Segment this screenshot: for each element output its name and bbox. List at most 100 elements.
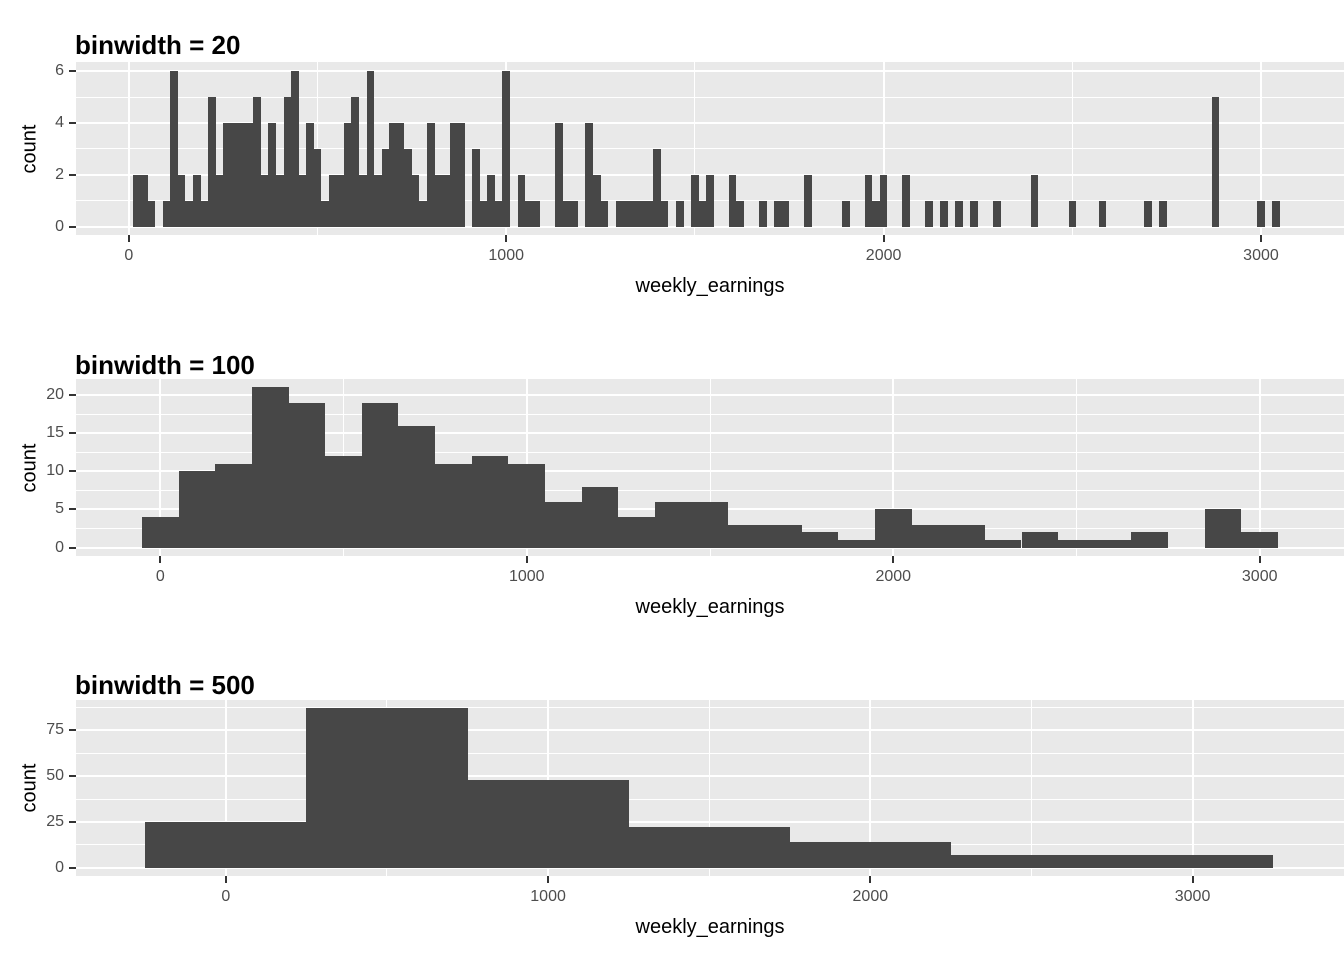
- histogram-bar: [1030, 174, 1039, 227]
- x-axis-tick-label: 1000: [508, 568, 545, 585]
- histogram-bar: [593, 174, 601, 227]
- histogram-bar: [251, 387, 289, 548]
- y-axis-tick-label: 20: [46, 386, 64, 404]
- histogram-bar: [955, 200, 963, 227]
- histogram-bar: [192, 174, 201, 227]
- y-axis-tick-label: 10: [46, 462, 64, 480]
- y-axis-tick: [69, 729, 76, 732]
- histogram-bar: [200, 200, 209, 227]
- y-axis-tick: [69, 820, 76, 823]
- histogram-bar: [562, 200, 571, 227]
- x-axis-tick-label: 0: [124, 247, 134, 264]
- histogram-bar: [366, 71, 375, 227]
- histogram-bar: [479, 200, 488, 227]
- x-axis-tick: [505, 235, 508, 242]
- y-minor-gridline: [76, 413, 1344, 415]
- histogram-bar: [842, 200, 850, 227]
- histogram-bar: [618, 517, 656, 548]
- histogram-bar: [177, 174, 186, 227]
- y-axis-tick-label: 50: [46, 767, 64, 785]
- histogram-bar: [950, 854, 1112, 868]
- x-major-gridline: [159, 379, 162, 556]
- histogram-bar: [645, 200, 654, 227]
- histogram-bar: [691, 174, 699, 227]
- x-axis-tick-label: 1000: [530, 888, 566, 905]
- histogram-bar: [426, 122, 435, 227]
- histogram-bar: [872, 200, 880, 227]
- histogram-bar: [1257, 200, 1265, 227]
- histogram-bar: [223, 122, 231, 227]
- x-axis-tick-label: 3000: [1174, 888, 1211, 905]
- histogram-bar: [570, 200, 578, 227]
- histogram-bar: [306, 708, 468, 868]
- histogram-bar: [555, 122, 563, 227]
- x-axis-tick-label: 3000: [1241, 568, 1278, 585]
- histogram-bar: [517, 174, 526, 227]
- histogram-bar: [801, 532, 839, 548]
- histogram-bar: [615, 200, 624, 227]
- histogram-bar: [940, 200, 948, 227]
- y-axis-tick: [69, 121, 76, 124]
- chart-title: binwidth = 20: [75, 29, 241, 60]
- x-minor-gridline: [1075, 379, 1077, 556]
- histogram-bar: [276, 174, 284, 227]
- y-axis-tick-label: 0: [55, 538, 64, 556]
- histogram-bar: [623, 200, 631, 227]
- y-minor-gridline: [76, 489, 1344, 491]
- histogram-bar: [628, 827, 790, 868]
- histogram-bar: [245, 122, 254, 227]
- histogram-bar: [288, 402, 326, 548]
- histogram-bar: [162, 200, 171, 227]
- x-axis-tick: [1259, 235, 1262, 242]
- y-axis-tick: [69, 546, 76, 549]
- x-axis-tick: [1258, 556, 1261, 563]
- histogram-bar: [396, 122, 405, 227]
- y-major-gridline: [76, 70, 1344, 73]
- histogram-bar: [984, 539, 1022, 548]
- histogram-bar: [660, 200, 669, 227]
- histogram-bar: [411, 174, 420, 227]
- x-axis-tick: [127, 235, 130, 242]
- x-axis-title: weekly_earnings: [635, 916, 785, 938]
- histogram-bar: [215, 463, 252, 548]
- histogram-bar: [306, 122, 314, 227]
- x-axis-tick: [869, 876, 872, 883]
- y-axis-tick-label: 75: [46, 721, 64, 739]
- x-major-gridline: [127, 62, 130, 235]
- chart-title: binwidth = 500: [75, 669, 255, 700]
- histogram-binwidth-500: binwidth = 500 count weekly_earnings 0 25…: [0, 640, 1344, 960]
- histogram-bar: [1098, 200, 1107, 227]
- y-minor-gridline: [76, 148, 1344, 150]
- y-minor-gridline: [76, 451, 1344, 453]
- histogram-bar: [291, 71, 299, 227]
- histogram-bar: [925, 200, 933, 227]
- histogram-bar: [759, 200, 767, 227]
- x-major-gridline: [1191, 700, 1194, 876]
- histogram-bar: [361, 402, 399, 548]
- histogram-bar: [736, 200, 744, 227]
- x-major-gridline: [869, 700, 872, 876]
- plot-panel: [76, 379, 1344, 556]
- histogram-bar: [389, 122, 397, 227]
- y-axis-tick-label: 2: [55, 165, 64, 183]
- y-major-gridline: [76, 820, 1344, 823]
- histogram-bar: [487, 174, 495, 227]
- y-axis-tick: [69, 866, 76, 869]
- y-major-gridline: [76, 775, 1344, 778]
- x-major-gridline: [1258, 379, 1261, 556]
- histogram-bar: [970, 200, 978, 227]
- histogram-bar: [325, 456, 362, 548]
- y-major-gridline: [76, 866, 1344, 869]
- histogram-bar: [208, 97, 216, 227]
- histogram-bar: [874, 509, 912, 548]
- y-axis-tick-label: 0: [55, 217, 64, 235]
- histogram-bar: [185, 200, 193, 227]
- histogram-bar: [1094, 539, 1132, 548]
- histogram-bar: [655, 501, 692, 548]
- histogram-bar: [268, 122, 276, 227]
- histogram-bar: [864, 174, 873, 227]
- histogram-bar: [298, 174, 307, 227]
- x-minor-gridline: [709, 379, 711, 556]
- histogram-bar: [238, 122, 246, 227]
- x-axis-tick: [159, 556, 162, 563]
